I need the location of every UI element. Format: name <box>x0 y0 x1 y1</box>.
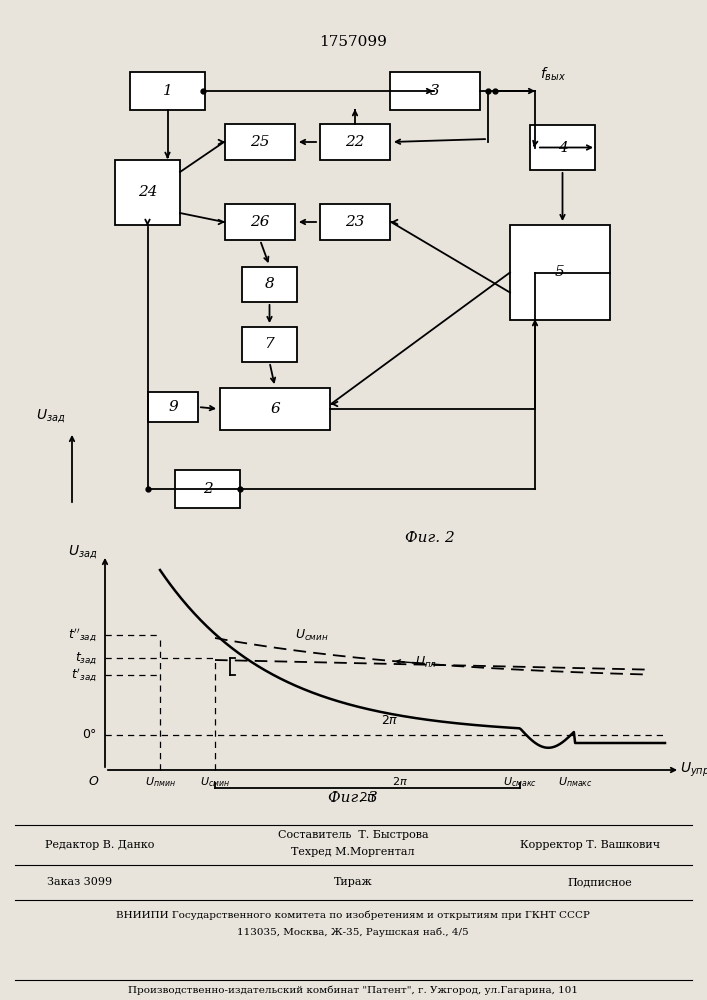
Text: Подписное: Подписное <box>568 877 632 887</box>
Bar <box>225 124 295 160</box>
Text: 1757099: 1757099 <box>319 35 387 49</box>
Text: Техред М.Моргентал: Техред М.Моргентал <box>291 847 415 857</box>
Text: 6: 6 <box>270 402 280 416</box>
Text: Редактор В. Данко: Редактор В. Данко <box>45 840 155 850</box>
Text: 9: 9 <box>168 400 178 414</box>
Bar <box>130 72 205 110</box>
Text: Корректор Т. Вашкович: Корректор Т. Вашкович <box>520 840 660 850</box>
Text: 25: 25 <box>250 135 270 149</box>
Text: 22: 22 <box>345 135 365 149</box>
Bar <box>530 125 595 170</box>
Text: Фиг. 3: Фиг. 3 <box>328 791 378 805</box>
Text: 5: 5 <box>555 265 565 279</box>
Bar <box>175 470 240 508</box>
Text: $U_{зад}$: $U_{зад}$ <box>68 543 97 561</box>
Text: $0°$: $0°$ <box>82 728 97 742</box>
Text: $t'_{зад}$: $t'_{зад}$ <box>71 666 97 684</box>
Text: $U_{с мин}$: $U_{с мин}$ <box>295 628 329 643</box>
Text: $2\pi$: $2\pi$ <box>381 714 399 727</box>
Text: 1: 1 <box>163 84 173 98</box>
Text: $t_{зад}$: $t_{зад}$ <box>74 650 97 666</box>
Text: $2\pi$: $2\pi$ <box>392 775 408 787</box>
Text: 3: 3 <box>430 84 440 98</box>
Bar <box>242 267 297 302</box>
Bar <box>115 160 180 225</box>
Text: $U_{п макс}$: $U_{п макс}$ <box>558 775 592 789</box>
Text: ВНИИПИ Государственного комитета по изобретениям и открытиям при ГКНТ СССР: ВНИИПИ Государственного комитета по изоб… <box>116 910 590 920</box>
Bar <box>320 204 390 240</box>
Text: $U_{упр}$: $U_{упр}$ <box>680 761 707 779</box>
Text: $U_{зад}$: $U_{зад}$ <box>35 407 65 425</box>
Text: Тираж: Тираж <box>334 877 373 887</box>
Text: Составитель  Т. Быстрова: Составитель Т. Быстрова <box>278 830 428 840</box>
Bar <box>320 124 390 160</box>
Text: $O$: $O$ <box>88 775 99 788</box>
Text: 23: 23 <box>345 215 365 229</box>
Text: $U_{пл}$: $U_{пл}$ <box>415 655 437 670</box>
Text: 2: 2 <box>203 482 212 496</box>
Bar <box>225 204 295 240</box>
Text: 8: 8 <box>264 277 274 292</box>
Text: $t''_{зад}$: $t''_{зад}$ <box>69 626 97 644</box>
Text: $U_{смин}$: $U_{смин}$ <box>200 775 230 789</box>
Text: Заказ 3099: Заказ 3099 <box>47 877 112 887</box>
Bar <box>390 72 480 110</box>
Text: 7: 7 <box>264 338 274 352</box>
Text: $2\pi$: $2\pi$ <box>358 791 376 804</box>
Text: 113035, Москва, Ж-35, Раушская наб., 4/5: 113035, Москва, Ж-35, Раушская наб., 4/5 <box>237 927 469 937</box>
Bar <box>220 388 330 430</box>
Text: $U_{смакс}$: $U_{смакс}$ <box>503 775 537 789</box>
Text: $U_{пмин}$: $U_{пмин}$ <box>144 775 175 789</box>
Text: $f_{вых}$: $f_{вых}$ <box>540 66 566 83</box>
Text: Производственно-издательский комбинат "Патент", г. Ужгород, ул.Гагарина, 101: Производственно-издательский комбинат "П… <box>128 985 578 995</box>
Bar <box>242 327 297 362</box>
Text: Фиг. 2: Фиг. 2 <box>405 531 455 545</box>
Bar <box>510 225 610 320</box>
Text: 26: 26 <box>250 215 270 229</box>
Bar <box>148 392 198 422</box>
Text: 4: 4 <box>558 140 568 154</box>
Text: 24: 24 <box>138 186 157 200</box>
